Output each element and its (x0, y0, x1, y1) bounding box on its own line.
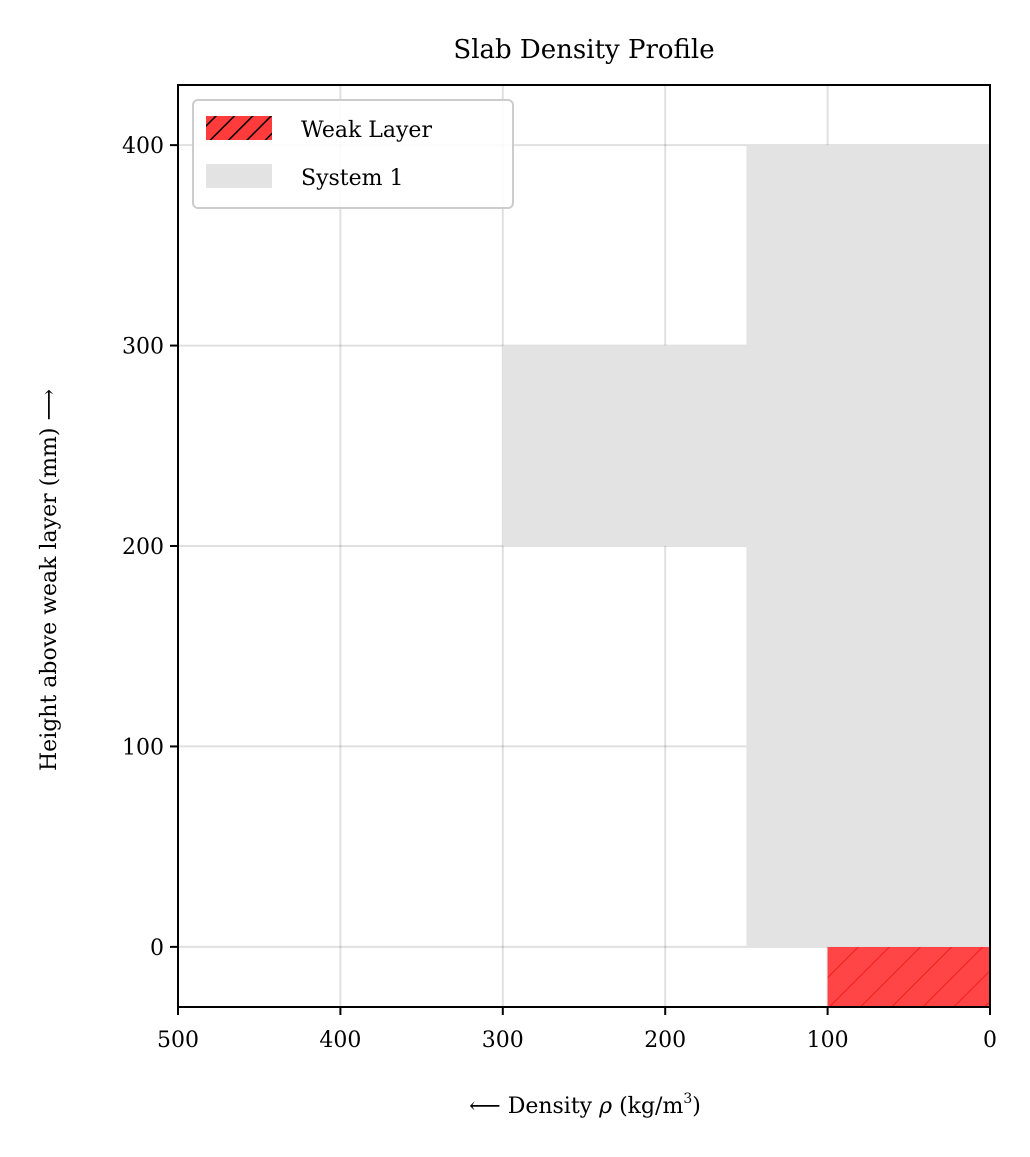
x-tick-label: 300 (482, 1028, 524, 1053)
x-tick-label: 0 (983, 1028, 997, 1053)
x-axis-unit: (kg/m (619, 1094, 683, 1119)
chart-title: Slab Density Profile (453, 35, 714, 65)
x-axis-arrow: ⟵ (469, 1094, 501, 1119)
y-tick-label: 100 (122, 735, 164, 760)
y-axis-label: Height above weak layer (mm) ⟶ (37, 389, 62, 771)
x-tick-label: 200 (644, 1028, 686, 1053)
legend-label-system-1: System 1 (301, 166, 404, 191)
x-axis-unit-exponent: 3 (683, 1091, 692, 1107)
x-axis-unit-close: ) (692, 1094, 701, 1119)
y-tick-label: 0 (150, 936, 164, 961)
layer-bar-system-1 (502, 345, 990, 546)
y-axis-ticks: 0 100 200 300 400 (122, 134, 178, 961)
x-tick-label: 400 (319, 1028, 361, 1053)
layer-bar-system-1 (746, 145, 990, 346)
legend: Weak Layer System 1 (192, 99, 514, 209)
layer-bar-system-1 (746, 546, 990, 947)
legend-box (192, 99, 514, 209)
layer-hatch-weak-layer (827, 946, 990, 1007)
x-axis-label-text: Density (508, 1094, 593, 1119)
legend-hatch-weak-layer (206, 116, 272, 140)
x-tick-label: 100 (807, 1028, 849, 1053)
density-bars (502, 145, 990, 1007)
y-tick-label: 400 (122, 134, 164, 159)
x-axis-symbol: ρ (598, 1094, 612, 1119)
legend-label-weak-layer: Weak Layer (301, 118, 432, 143)
y-tick-label: 300 (122, 335, 164, 360)
legend-swatch-system-1 (206, 164, 272, 188)
x-tick-label: 500 (157, 1028, 199, 1053)
x-axis-ticks: 500 400 300 200 100 0 (157, 1007, 997, 1053)
y-tick-label: 200 (122, 535, 164, 560)
x-axis-label: ⟵ Density ρ (kg/m3) (469, 1091, 701, 1119)
